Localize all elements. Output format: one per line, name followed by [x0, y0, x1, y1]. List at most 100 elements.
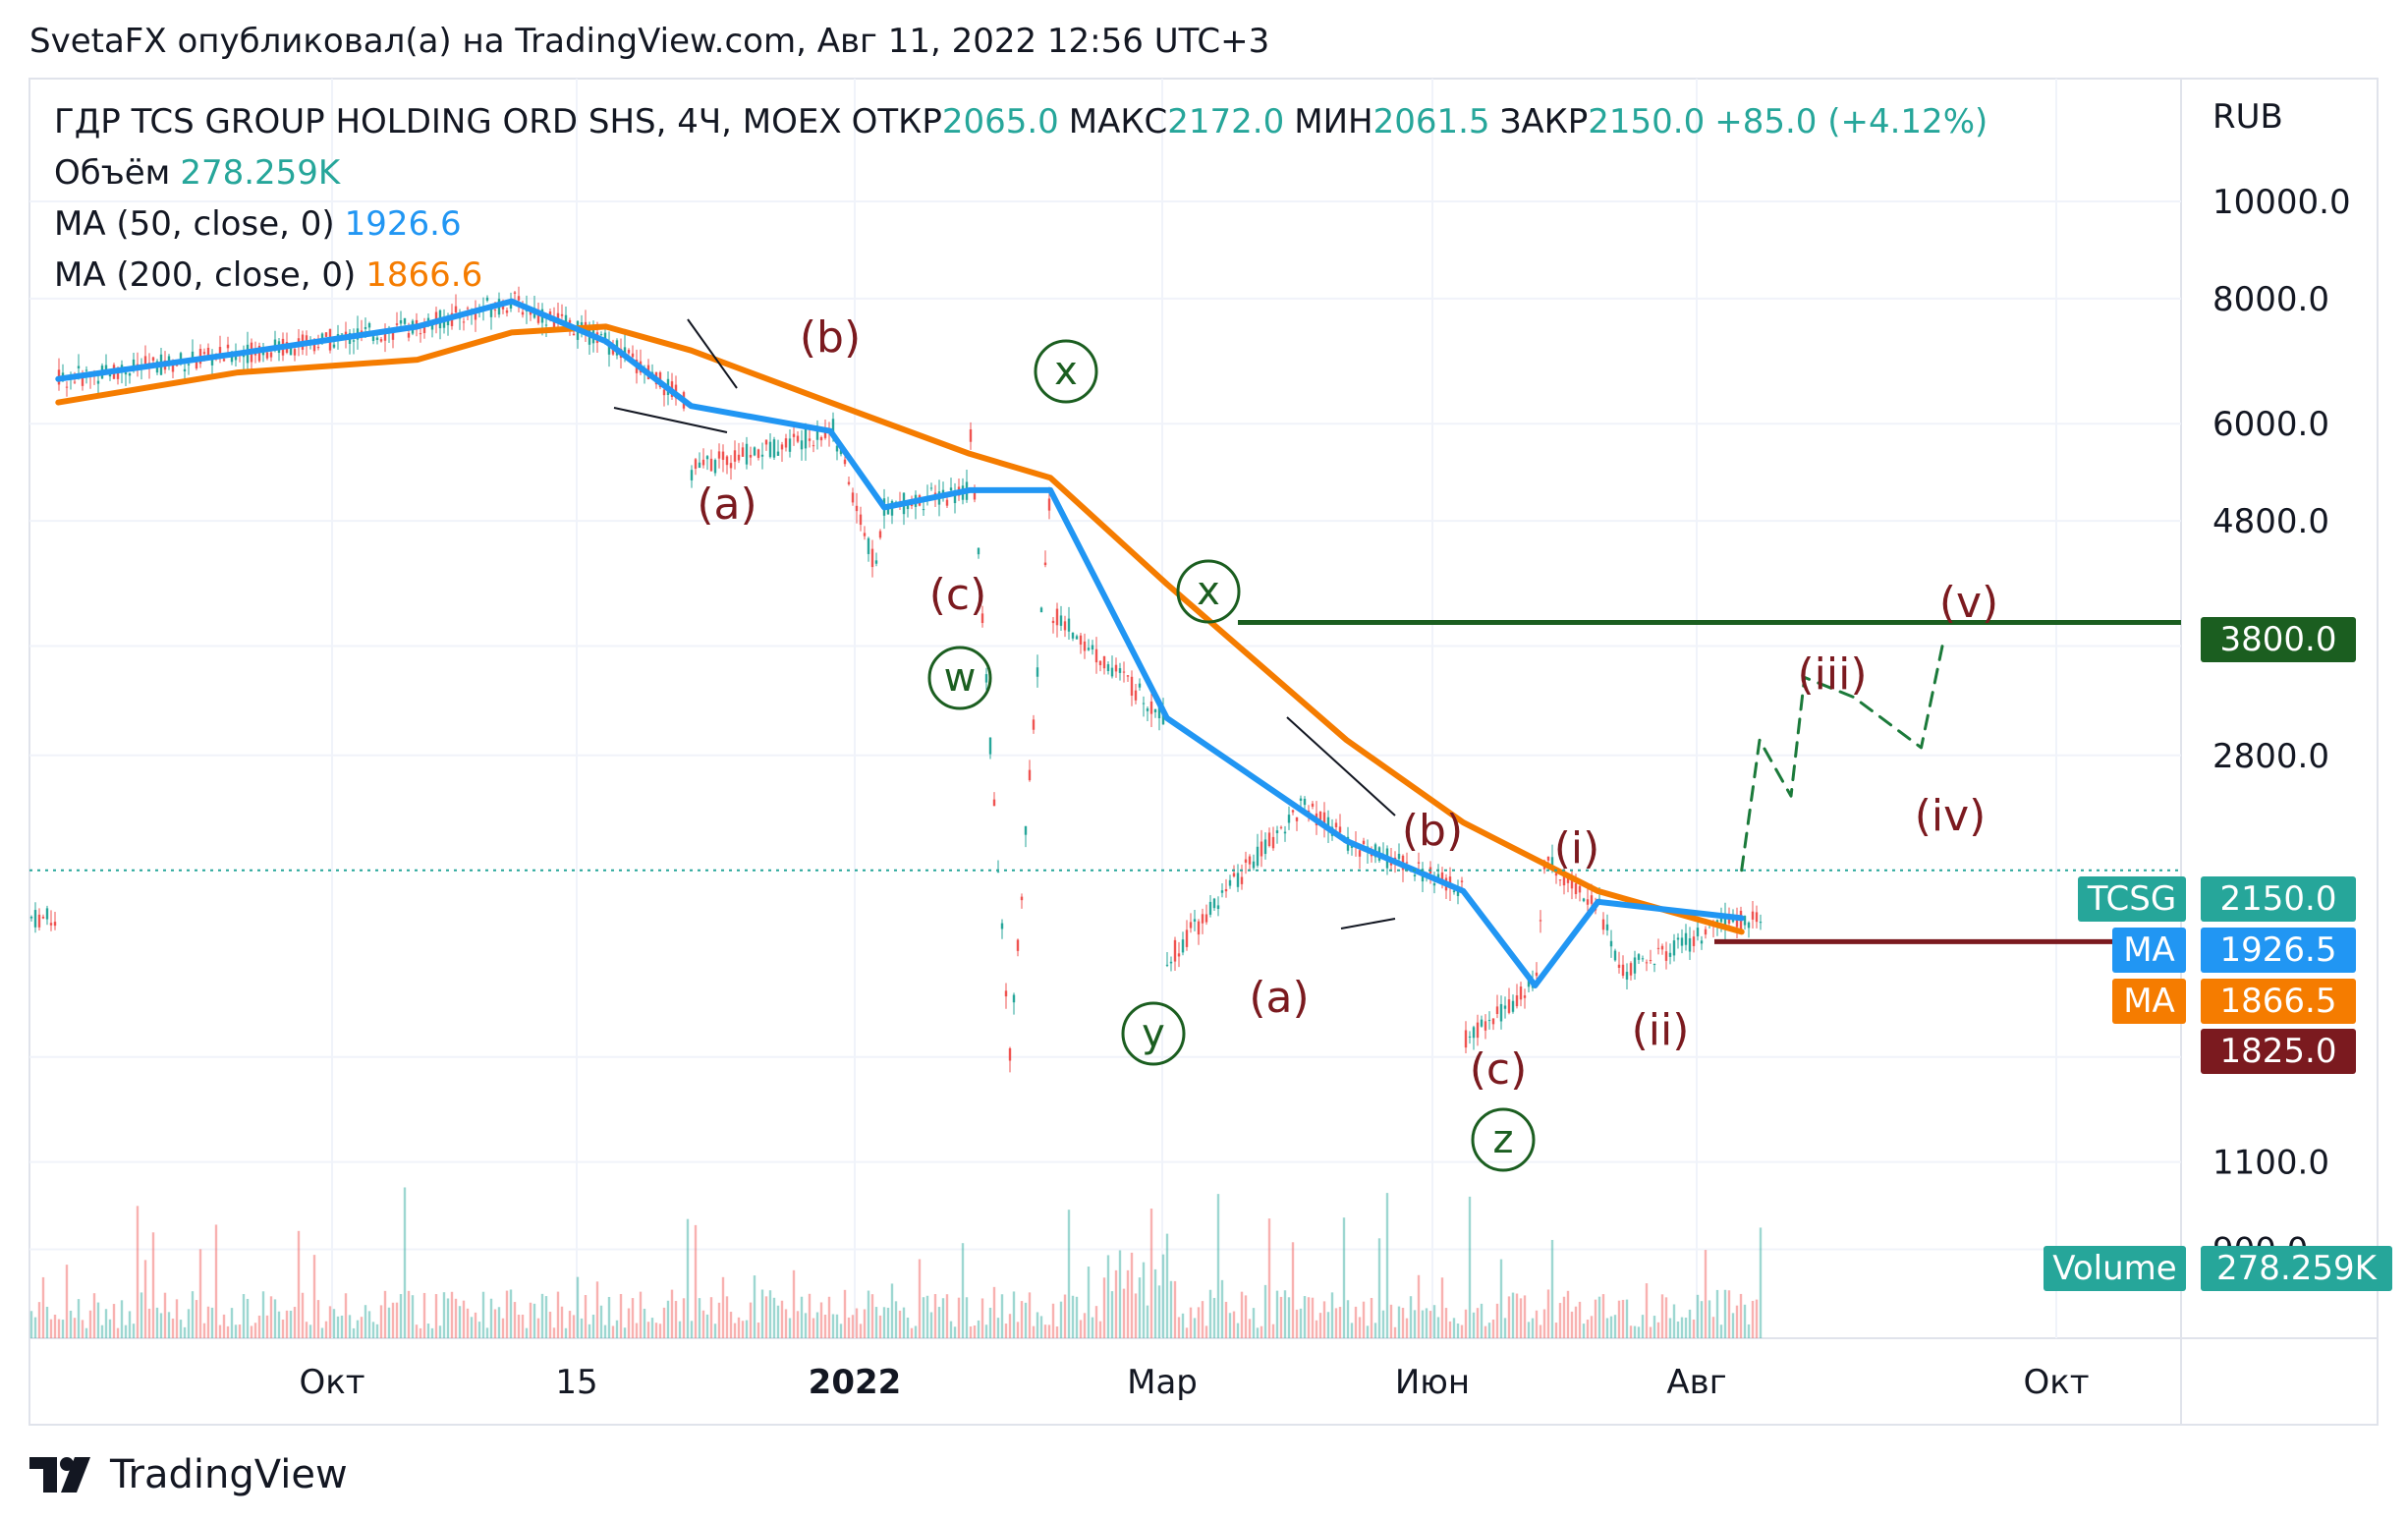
candle-body — [1570, 878, 1574, 889]
candle-body — [768, 441, 772, 458]
wave-label: (iii) — [1797, 649, 1867, 700]
candle-body — [835, 445, 839, 452]
volume-bar — [929, 1312, 933, 1338]
volume-bar — [65, 1265, 69, 1338]
candle-body — [988, 737, 992, 755]
candle-body — [1413, 874, 1417, 877]
ma200-line — [55, 323, 1745, 935]
volume-bar — [1590, 1316, 1594, 1338]
legend-ma200[interactable]: MA (200, close, 0) 1866.6 — [54, 255, 492, 295]
tradingview-logo[interactable]: TradingView — [29, 1452, 348, 1497]
volume-bar — [823, 1314, 827, 1338]
volume-bar — [576, 1276, 580, 1338]
volume-bar — [1574, 1306, 1578, 1338]
candle-body — [1700, 940, 1704, 944]
candle-body — [1204, 914, 1208, 923]
volume-bar — [1480, 1303, 1484, 1338]
legend-ohlc: ГДР TCS GROUP HOLDING ORD SHS, 4Ч, MOEX О… — [54, 102, 1997, 141]
volume-bar — [1212, 1297, 1216, 1338]
candle-body — [796, 435, 800, 442]
volume-bar — [1366, 1325, 1370, 1338]
candle-body — [1067, 618, 1071, 632]
volume-bar — [1004, 1324, 1008, 1338]
volume-bar — [1016, 1322, 1020, 1338]
volume-bar — [222, 1314, 226, 1338]
volume-bar — [379, 1305, 383, 1338]
volume-bar — [1503, 1318, 1507, 1338]
volume-bar — [206, 1306, 210, 1338]
volume-bar — [1055, 1325, 1059, 1338]
candle-body — [1350, 845, 1354, 848]
volume-bar — [1468, 1196, 1472, 1338]
volume-bar — [1641, 1315, 1645, 1338]
volume-bar — [332, 1309, 336, 1338]
candle-body — [1212, 898, 1216, 909]
volume-bar — [800, 1296, 804, 1338]
volume-bar — [1287, 1297, 1291, 1338]
volume-bar — [831, 1314, 835, 1338]
candle-body — [179, 353, 183, 361]
candle-body — [53, 922, 57, 927]
candle-body — [729, 463, 733, 469]
candle-body — [603, 332, 607, 341]
volume-bar — [1515, 1293, 1519, 1338]
candle-body — [269, 352, 273, 358]
candle-body — [77, 366, 81, 368]
volume-bar — [540, 1293, 544, 1338]
candle-body — [1318, 811, 1322, 820]
candle-body — [1036, 667, 1039, 677]
volume-bar — [147, 1308, 151, 1338]
wave-label: y — [1142, 1011, 1165, 1056]
candle-body — [1440, 872, 1444, 882]
volume-bar — [532, 1303, 536, 1338]
volume-bar — [1692, 1319, 1696, 1338]
volume-bar — [1091, 1317, 1094, 1338]
volume-bar — [1350, 1323, 1354, 1338]
volume-bar — [639, 1291, 643, 1338]
volume-bar — [1601, 1294, 1605, 1338]
candle-body — [1621, 964, 1625, 977]
candle-body — [222, 359, 226, 362]
candle-body — [1645, 962, 1649, 964]
volume-bar — [1688, 1309, 1692, 1338]
volume-bar — [352, 1327, 356, 1338]
low-value: 2061.5 — [1372, 102, 1490, 141]
candle-body — [1189, 922, 1193, 929]
volume-bar — [1425, 1308, 1428, 1338]
candle-body — [1032, 719, 1036, 730]
candle-body — [611, 347, 615, 355]
volume-bar — [1507, 1296, 1511, 1338]
candle-body — [1252, 861, 1256, 869]
candle-body — [226, 344, 230, 349]
volume-bar — [364, 1305, 367, 1338]
volume-bar — [1079, 1320, 1083, 1338]
candle-body — [104, 365, 108, 371]
candle-body — [1118, 668, 1122, 673]
candle-body — [1755, 912, 1759, 923]
volume-bar — [1700, 1301, 1704, 1338]
candle-body — [973, 490, 977, 500]
ma50-label: MA (50, close, 0) — [54, 204, 335, 244]
candle-body — [1495, 1006, 1499, 1014]
volume-bar — [1036, 1312, 1039, 1338]
legend-volume[interactable]: Объём 278.259K — [54, 153, 350, 193]
volume-bar — [674, 1301, 678, 1338]
candle-body — [560, 313, 564, 316]
volume-bar — [812, 1318, 815, 1338]
volume-bar — [57, 1319, 61, 1338]
volume-bar — [348, 1315, 352, 1338]
volume-bar — [1558, 1303, 1562, 1338]
candle-body — [466, 308, 470, 310]
volume-bar — [1173, 1280, 1177, 1338]
wave-label: (b) — [1402, 806, 1463, 856]
volume-bar — [1118, 1250, 1122, 1338]
legend-ma50[interactable]: MA (50, close, 0) 1926.6 — [54, 204, 472, 244]
candles — [29, 286, 1763, 1073]
volume-bar — [430, 1327, 434, 1338]
volume-bar — [505, 1290, 509, 1338]
candle-body — [37, 914, 41, 928]
volume-bar — [1067, 1210, 1071, 1338]
candle-body — [1637, 954, 1641, 960]
volume-bar — [312, 1255, 316, 1338]
